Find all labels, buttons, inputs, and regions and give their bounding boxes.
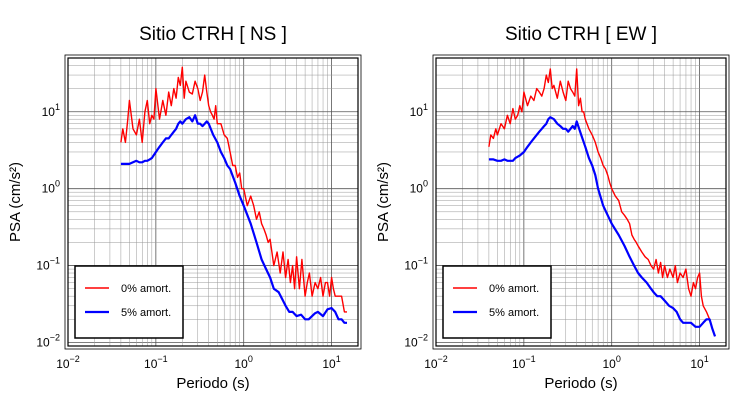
y-axis-label: PSA (cm/s²) [7, 162, 24, 242]
y-tick-exponent: 0 [423, 179, 428, 189]
x-tick-base: 10 [512, 357, 526, 371]
x-tick-exponent: 0 [248, 354, 253, 364]
x-tick-exponent: −1 [525, 354, 535, 364]
y-tick-label: 101 [42, 102, 60, 119]
x-tick-base: 10 [322, 357, 336, 371]
x-tick-label: 10−2 [424, 354, 448, 371]
y-tick-base: 10 [404, 259, 418, 273]
y-tick-label: 10−1 [36, 256, 60, 273]
y-tick-label: 10−2 [36, 332, 60, 349]
x-tick-exponent: −1 [157, 354, 167, 364]
plot-frame [67, 57, 359, 347]
y-tick-exponent: 0 [55, 179, 60, 189]
y-tick-label: 10−1 [404, 256, 428, 273]
y-tick-base: 10 [36, 335, 50, 349]
y-axis-label: PSA (cm/s²) [375, 162, 392, 242]
x-tick-base: 10 [235, 357, 249, 371]
x-tick-label: 100 [235, 354, 253, 371]
x-tick-label: 10−2 [56, 354, 80, 371]
legend-box [442, 265, 552, 339]
chart-title: Sitio CTRH [ EW ] [505, 24, 657, 45]
legend-label: 5% amort. [489, 307, 539, 319]
legend-label: 0% amort. [489, 283, 539, 295]
y-tick-base: 10 [36, 259, 50, 273]
legend-label: 0% amort. [121, 283, 171, 295]
y-tick-exponent: −1 [50, 256, 60, 266]
y-tick-base: 10 [42, 105, 56, 119]
series-line-0-amort- [120, 66, 347, 313]
y-tick-base: 10 [410, 105, 424, 119]
x-tick-exponent: 0 [616, 354, 621, 364]
y-tick-exponent: 1 [423, 102, 428, 112]
y-tick-label: 101 [410, 102, 428, 119]
legend: 0% amort. 5% amort. [442, 265, 552, 339]
y-tick-label: 100 [410, 179, 428, 196]
plot-frame [435, 57, 727, 347]
legend: 0% amort. 5% amort. [74, 265, 184, 339]
x-tick-exponent: 1 [704, 354, 709, 364]
y-tick-exponent: −1 [418, 256, 428, 266]
y-tick-base: 10 [42, 182, 56, 196]
legend-label: 5% amort. [121, 307, 171, 319]
x-tick-base: 10 [424, 357, 438, 371]
x-tick-label: 101 [322, 354, 340, 371]
y-tick-exponent: 1 [55, 102, 60, 112]
y-tick-exponent: −2 [418, 332, 428, 342]
y-tick-label: 10−2 [404, 332, 428, 349]
series-line-0-amort- [488, 68, 716, 337]
x-tick-base: 10 [56, 357, 70, 371]
chart-title: Sitio CTRH [ NS ] [139, 24, 287, 45]
y-tick-base: 10 [404, 335, 418, 349]
x-tick-label: 101 [690, 354, 708, 371]
x-tick-label: 10−1 [512, 354, 536, 371]
y-tick-exponent: −2 [50, 332, 60, 342]
legend-box [74, 265, 184, 339]
x-tick-exponent: 1 [336, 354, 341, 364]
series-line-5-amort- [120, 114, 347, 324]
y-tick-base: 10 [410, 182, 424, 196]
plot-frame-outer [64, 54, 362, 350]
x-axis-label: Periodo (s) [544, 375, 617, 392]
x-tick-base: 10 [690, 357, 704, 371]
x-tick-base: 10 [603, 357, 617, 371]
x-tick-exponent: −2 [438, 354, 448, 364]
x-tick-exponent: −2 [70, 354, 80, 364]
x-tick-label: 10−1 [144, 354, 168, 371]
plot-frame-outer [432, 54, 730, 350]
x-tick-base: 10 [144, 357, 158, 371]
x-axis-label: Periodo (s) [176, 375, 249, 392]
y-tick-label: 100 [42, 179, 60, 196]
series-line-5-amort- [488, 116, 717, 337]
x-tick-label: 100 [603, 354, 621, 371]
